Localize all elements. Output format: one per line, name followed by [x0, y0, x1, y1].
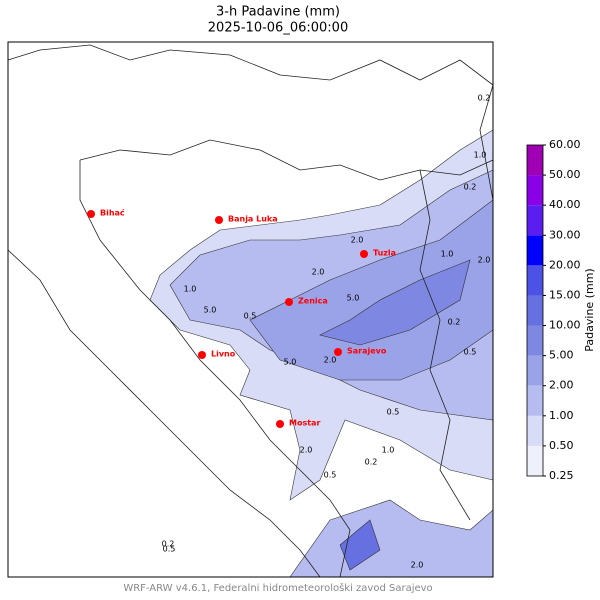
colorbar-tick-label: 20.00 — [549, 258, 581, 271]
contour-labels: 0.2 1.0 0.2 2.0 1.0 2.0 5.0 2.0 5.0 0.5 1.0 5.0 2.0 0… — [162, 94, 491, 570]
contour-label: 0.2 — [365, 458, 378, 467]
colorbar-tick-label: 10.00 — [549, 319, 581, 332]
city-label: Zenica — [298, 297, 328, 306]
map — [7, 41, 494, 578]
contour-label: 2.0 — [324, 356, 337, 365]
city-marker — [276, 420, 284, 428]
contour-label: 0.5 — [464, 348, 477, 357]
colorbar-tick-label: 60.00 — [549, 138, 581, 151]
contour-label: 0.2 — [162, 540, 175, 549]
contour-label: 2.0 — [478, 256, 491, 265]
colorbar-band — [527, 175, 543, 206]
city-label: Mostar — [289, 419, 320, 428]
contour-label: 2.0 — [300, 446, 313, 455]
contour-label: 1.0 — [184, 285, 197, 294]
colorbar-tick-label: 0.50 — [549, 439, 574, 452]
contour-label: 5.0 — [204, 306, 217, 315]
colorbar-band — [527, 145, 543, 176]
colorbar-tick-label: 15.00 — [549, 288, 581, 301]
contour-label: 0.2 — [478, 94, 491, 103]
city-label: Livno — [211, 350, 236, 359]
contour-label: 2.0 — [312, 268, 325, 277]
colorbar-band — [527, 235, 543, 266]
contour-label: 0.5 — [163, 545, 176, 554]
colorbar-band — [527, 445, 543, 476]
city-marker — [285, 298, 293, 306]
colorbar-band — [527, 355, 543, 386]
city-label: Sarajevo — [347, 347, 387, 356]
colorbar-tick-label: 5.00 — [549, 349, 574, 362]
contour-label: 1.0 — [382, 446, 395, 455]
city-marker — [87, 210, 95, 218]
contour-label: 5.0 — [347, 294, 360, 303]
map-frame — [7, 41, 494, 578]
colorbar-tick-label: 1.00 — [549, 409, 574, 422]
colorbar-tick-label: 2.00 — [549, 379, 574, 392]
colorbar-label: Padavine (mm) — [583, 268, 596, 351]
contour-label: 1.0 — [441, 250, 454, 259]
title: 3-h Padavine (mm) — [216, 5, 340, 20]
contour-label: 2.0 — [351, 236, 364, 245]
contour-label: 0.2 — [448, 318, 461, 327]
colorbar-band — [527, 205, 543, 236]
colorbar-band — [527, 295, 543, 326]
footer: WRF-ARW v4.6.1, Federalni hidrometeorolo… — [123, 582, 432, 594]
city-label: Tuzla — [373, 249, 396, 258]
colorbar-band — [527, 325, 543, 356]
contour-label: 0.2 — [464, 183, 477, 192]
contour-label: 2.0 — [411, 561, 424, 570]
contour-label: 1.0 — [474, 151, 487, 160]
colorbar-band — [527, 265, 543, 296]
colorbar-tick-label: 0.25 — [549, 469, 574, 482]
subtitle: 2025-10-06_06:00:00 — [208, 21, 348, 36]
cities: Bihać Banja Luka Tuzla Zenica Sarajevo Livno M… — [87, 208, 396, 428]
colorbar-frame — [526, 144, 544, 477]
borders — [7, 44, 494, 578]
city-marker — [215, 216, 223, 224]
contour-label: 5.0 — [284, 358, 297, 367]
city-marker — [360, 250, 368, 258]
city-marker — [334, 348, 342, 356]
colorbar-tick-label: 40.00 — [549, 198, 581, 211]
city-label: Bihać — [100, 208, 125, 218]
contour-label: 0.5 — [387, 408, 400, 417]
contour-label: 0.5 — [244, 312, 257, 321]
precipitation — [149, 129, 494, 578]
city-label: Banja Luka — [228, 215, 278, 224]
colorbar-tick-label: 50.00 — [549, 168, 581, 181]
colorbar-band — [527, 415, 543, 446]
colorbar: 0.25 0.50 1.00 2.00 5.00 10.00 15.00 20.00 30.00… — [526, 138, 581, 482]
colorbar-tick-label: 30.00 — [549, 228, 581, 241]
colorbar-band — [527, 385, 543, 416]
city-marker — [198, 351, 206, 359]
contour-label: 0.5 — [324, 471, 337, 480]
